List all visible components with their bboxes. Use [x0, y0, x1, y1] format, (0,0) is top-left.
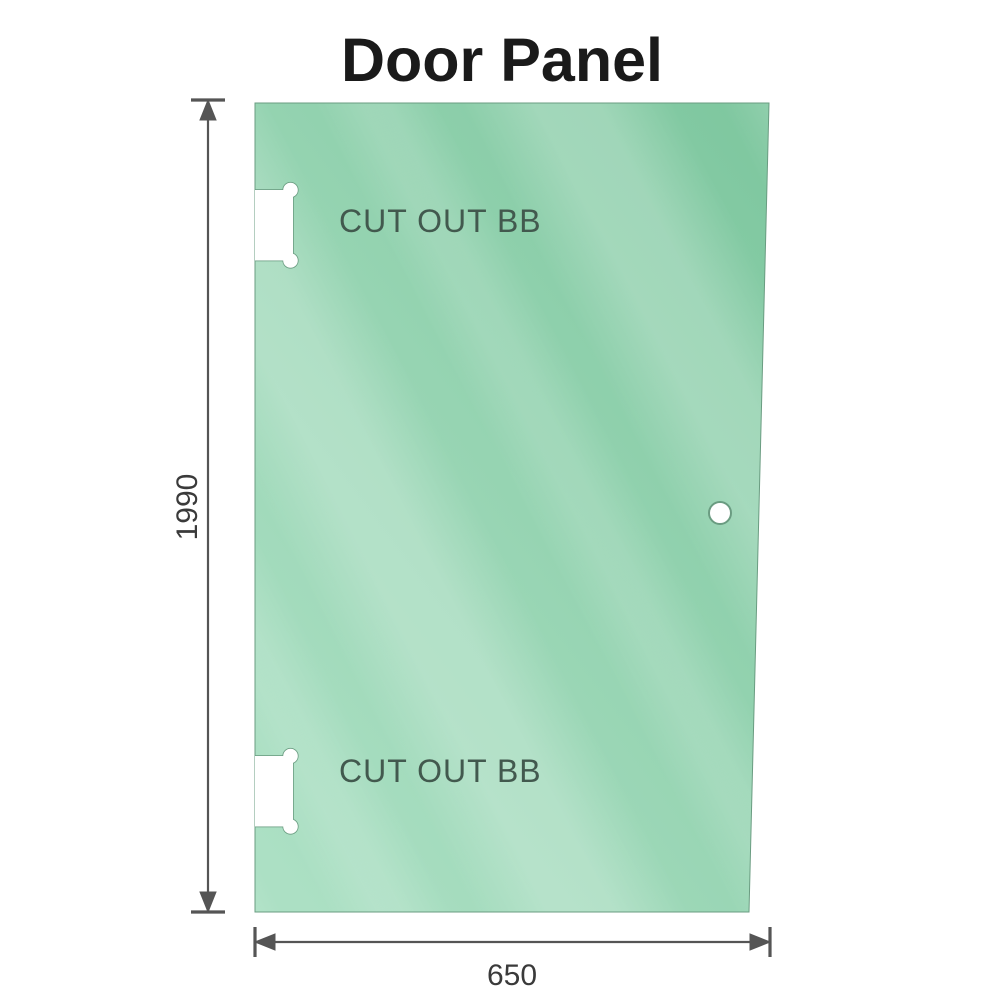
- svg-text:650: 650: [487, 959, 537, 992]
- svg-text:1990: 1990: [171, 474, 204, 541]
- svg-text:CUT OUT BB: CUT OUT BB: [339, 753, 542, 789]
- svg-text:CUT OUT BB: CUT OUT BB: [339, 203, 542, 239]
